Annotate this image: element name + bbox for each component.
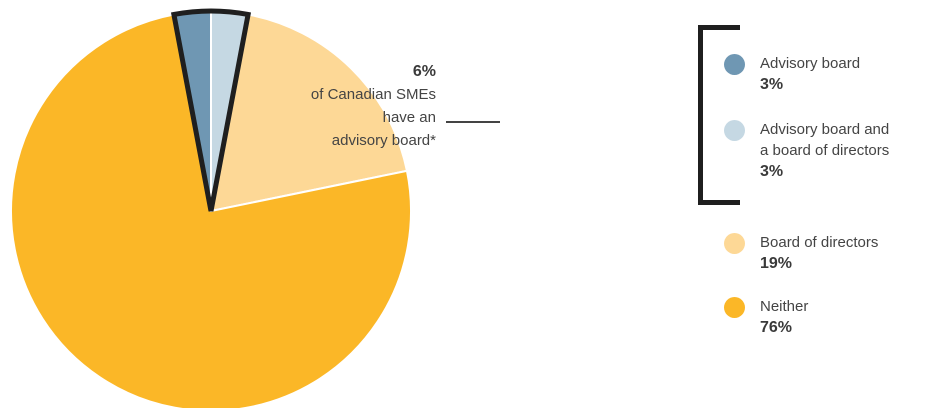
legend-label: a board of directors <box>760 142 890 159</box>
legend-value: 19% <box>760 255 793 272</box>
pie-slice-board-of-directors <box>209 13 409 213</box>
callout-line-1: of Canadian SMEs <box>310 86 436 103</box>
legend-item-advisory-and-directors: Advisory board and a board of directors … <box>724 119 889 182</box>
callout-percentage: 6% <box>412 63 436 80</box>
advisory-slices-outline <box>170 8 252 212</box>
legend-swatch-board-of-directors <box>724 233 745 254</box>
callout-line-3: advisory board* <box>331 132 436 149</box>
legend-item-board-of-directors: Board of directors 19% <box>724 232 878 274</box>
callout-connector-line <box>446 121 500 123</box>
legend-swatch-neither <box>724 297 745 318</box>
legend-item-advisory-board: Advisory board 3% <box>724 53 860 95</box>
advisory-board-callout: 6% of Canadian SMEs have an advisory boa… <box>216 60 436 152</box>
legend-swatch-advisory-board <box>724 54 745 75</box>
legend-swatch-advisory-and-directors <box>724 120 745 141</box>
legend-item-neither: Neither 76% <box>724 296 808 338</box>
legend-value: 3% <box>760 76 784 93</box>
legend-label: Advisory board <box>760 55 861 72</box>
callout-line-2: have an <box>382 109 436 126</box>
advisory-group-bracket <box>698 25 740 205</box>
legend-label: Board of directors <box>760 234 879 251</box>
legend-value: 76% <box>760 319 793 336</box>
legend-label: Neither <box>760 298 809 315</box>
legend-label: Advisory board and <box>760 121 890 138</box>
legend-value: 3% <box>760 163 784 180</box>
